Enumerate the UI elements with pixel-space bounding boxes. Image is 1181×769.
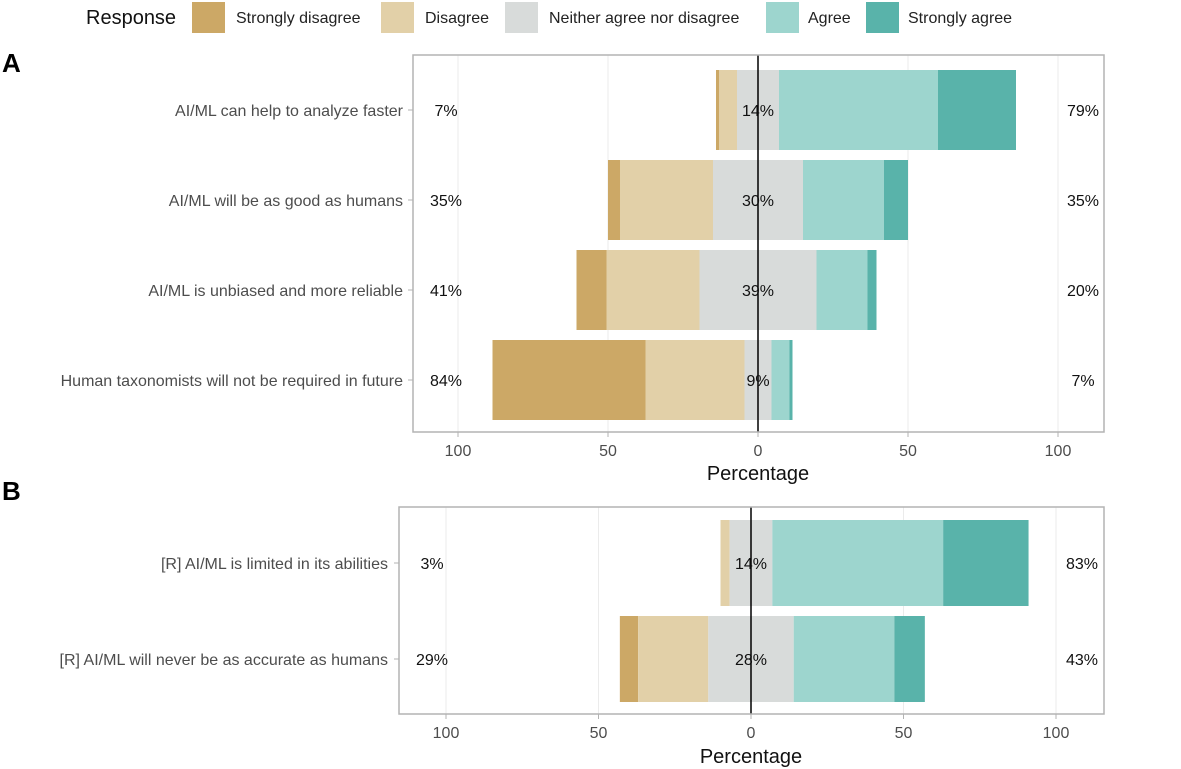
panel-b: B [R] AI/ML is limited in its abilities 3%…	[2, 476, 1105, 768]
left-percent-label: 41%	[430, 283, 462, 300]
x-tick-label: 50	[895, 725, 913, 742]
bar-segment-strongly-agree	[867, 250, 877, 330]
x-axis-title: Percentage	[700, 746, 802, 768]
bar-segment-strongly-disagree	[716, 70, 719, 150]
bar-segment-agree	[803, 160, 884, 240]
legend-label: Neither agree nor disagree	[549, 10, 739, 27]
legend-label: Disagree	[425, 10, 489, 27]
left-percent-label: 84%	[430, 373, 462, 390]
bar-segment-disagree	[720, 520, 730, 606]
legend: Response Strongly disagree Disagree Neither…	[86, 2, 1012, 33]
x-tick-label: 100	[433, 725, 460, 742]
bar-segment-strongly-disagree	[619, 616, 639, 702]
left-percent-label: 35%	[430, 193, 462, 210]
category-label: [R] AI/ML is limited in its abilities	[161, 556, 388, 573]
right-percent-label: 20%	[1067, 283, 1099, 300]
center-percent-label: 14%	[735, 556, 767, 573]
category-label: AI/ML is unbiased and more reliable	[148, 283, 403, 300]
right-percent-label: 43%	[1066, 652, 1098, 669]
bar-segment-agree	[793, 616, 895, 702]
bar-segment-disagree	[638, 616, 709, 702]
bar-segment-agree	[779, 70, 938, 150]
bar-segment-agree	[772, 520, 944, 606]
legend-title: Response	[86, 7, 176, 29]
legend-swatch	[192, 2, 225, 33]
panel-letter: B	[2, 476, 21, 506]
x-tick-label: 100	[1045, 443, 1072, 460]
x-tick-label: 0	[747, 725, 756, 742]
legend-swatch	[866, 2, 899, 33]
panel-letter: A	[2, 48, 21, 78]
bar-segment-strongly-agree	[789, 340, 793, 420]
category-label: AI/ML can help to analyze faster	[175, 103, 404, 120]
bar-segment-disagree	[620, 160, 713, 240]
center-percent-label: 39%	[742, 283, 774, 300]
legend-swatch	[505, 2, 538, 33]
x-tick-label: 100	[1043, 725, 1070, 742]
x-tick-label: 0	[754, 443, 763, 460]
legend-label: Agree	[808, 10, 851, 27]
category-label: Human taxonomists will not be required i…	[61, 373, 403, 390]
bar-segment-strongly-agree	[938, 70, 1016, 150]
center-percent-label: 30%	[742, 193, 774, 210]
left-percent-label: 7%	[434, 103, 457, 120]
x-tick-label: 50	[590, 725, 608, 742]
category-label: [R] AI/ML will never be as accurate as h…	[60, 652, 388, 669]
bar-segment-strongly-agree	[894, 616, 925, 702]
bar-segment-disagree	[645, 340, 745, 420]
bar-segment-strongly-disagree	[492, 340, 646, 420]
x-tick-label: 50	[599, 443, 617, 460]
legend-label: Strongly agree	[908, 10, 1012, 27]
center-percent-label: 14%	[742, 103, 774, 120]
bar-segment-disagree	[719, 70, 737, 150]
bar-segment-strongly-agree	[943, 520, 1029, 606]
legend-swatch	[766, 2, 799, 33]
right-percent-label: 35%	[1067, 193, 1099, 210]
bar-segment-agree	[771, 340, 790, 420]
center-percent-label: 28%	[735, 652, 767, 669]
chart-panels: A AI/ML can help to analyze faster 7% 14% 79…	[2, 48, 1105, 768]
bar-segment-disagree	[606, 250, 700, 330]
bar-segment-strongly-disagree	[576, 250, 607, 330]
left-percent-label: 3%	[420, 556, 443, 573]
bar-segment-strongly-agree	[884, 160, 908, 240]
center-percent-label: 9%	[746, 373, 769, 390]
category-label: AI/ML will be as good as humans	[169, 193, 403, 210]
x-tick-label: 50	[899, 443, 917, 460]
legend-label: Strongly disagree	[236, 10, 361, 27]
x-axis-title: Percentage	[707, 463, 809, 485]
bar-segment-strongly-disagree	[608, 160, 620, 240]
x-tick-label: 100	[445, 443, 472, 460]
legend-swatch	[381, 2, 414, 33]
right-percent-label: 7%	[1071, 373, 1094, 390]
panel-a: A AI/ML can help to analyze faster 7% 14% 79…	[2, 48, 1105, 485]
right-percent-label: 83%	[1066, 556, 1098, 573]
left-percent-label: 29%	[416, 652, 448, 669]
bar-segment-agree	[816, 250, 868, 330]
right-percent-label: 79%	[1067, 103, 1099, 120]
